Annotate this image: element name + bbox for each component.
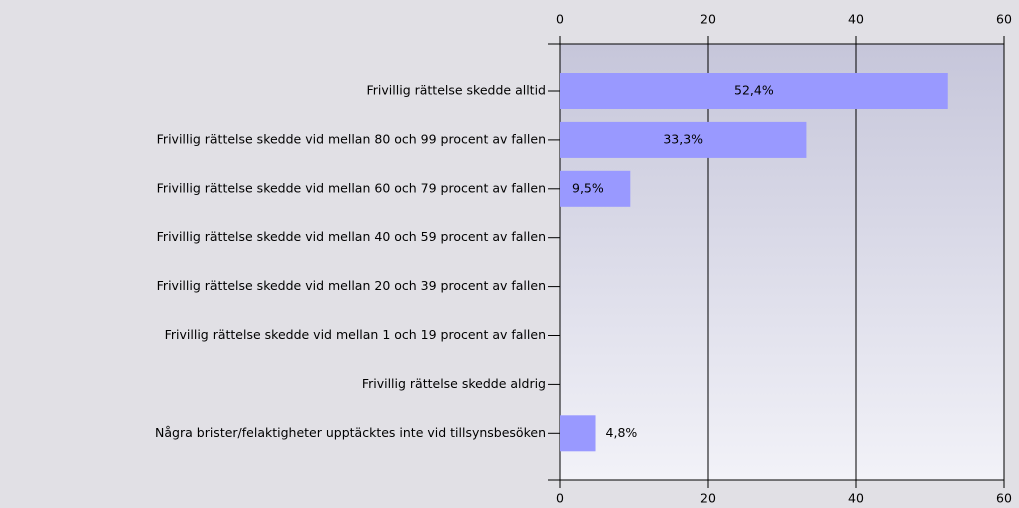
x-tick-label: 0 <box>556 12 564 27</box>
x-tick-label: 40 <box>848 491 864 506</box>
y-tick-label: Frivillig rättelse skedde vid mellan 20 … <box>157 278 546 293</box>
y-tick-label: Frivillig rättelse skedde alltid <box>367 83 546 98</box>
bar <box>560 415 596 452</box>
x-tick-label: 20 <box>700 491 716 506</box>
x-tick-label: 40 <box>848 12 864 27</box>
y-tick-label: Frivillig rättelse skedde vid mellan 40 … <box>157 229 546 244</box>
value-label: 52,4% <box>734 83 774 98</box>
value-label: 4,8% <box>606 425 638 440</box>
y-tick-label: Frivillig rättelse skedde vid mellan 80 … <box>157 131 546 146</box>
value-label: 9,5% <box>572 180 604 195</box>
x-tick-label: 60 <box>996 12 1012 27</box>
y-tick-label: Frivillig rättelse skedde vid mellan 1 o… <box>165 327 546 342</box>
value-label: 33,3% <box>663 131 703 146</box>
bar <box>560 121 807 158</box>
y-tick-label: Frivillig rättelse skedde aldrig <box>362 376 546 391</box>
bar <box>560 73 948 109</box>
x-tick-label: 20 <box>700 12 716 27</box>
bar <box>560 170 631 207</box>
x-tick-label: 60 <box>996 491 1012 506</box>
y-tick-label: Frivillig rättelse skedde vid mellan 60 … <box>157 180 546 195</box>
plot-area <box>560 44 1004 480</box>
x-tick-label: 0 <box>556 491 564 506</box>
y-tick-label: Några brister/felaktigheter upptäcktes i… <box>155 425 546 440</box>
